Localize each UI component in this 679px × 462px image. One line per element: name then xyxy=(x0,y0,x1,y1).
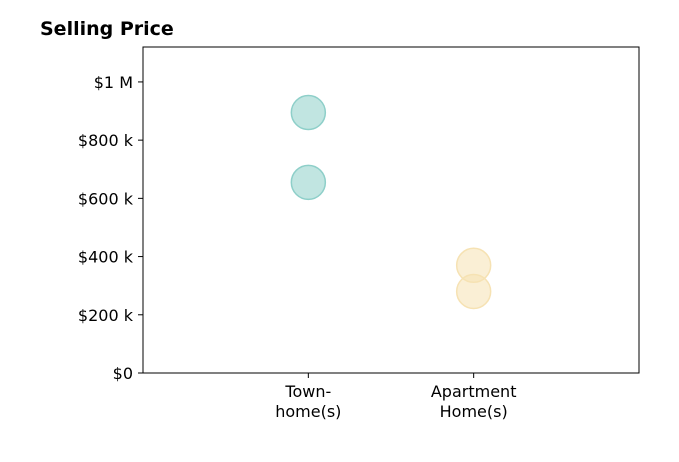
y-tick-label: $400 k xyxy=(78,248,134,267)
y-tick-label: $1 M xyxy=(94,73,133,92)
plot-border xyxy=(142,46,640,374)
x-axis: Town-home(s) Apartment Home(s) xyxy=(275,373,516,421)
x-tick-label-line: Town- xyxy=(284,382,331,401)
plot-frame xyxy=(142,46,640,374)
y-tick-label: $600 k xyxy=(78,189,134,208)
x-tick-label-line: Home(s) xyxy=(440,402,508,421)
data-point xyxy=(455,273,492,310)
x-tick-label: Town-home(s) xyxy=(275,382,341,421)
y-tick-label: $800 k xyxy=(78,131,134,150)
x-tick-label-line: home(s) xyxy=(275,402,341,421)
data-points xyxy=(290,94,492,310)
y-tick-label: $200 k xyxy=(78,306,134,325)
x-tick-label: Apartment Home(s) xyxy=(431,382,517,421)
y-axis: $0 $200 k $400 k $600 k $800 k $1 M xyxy=(78,73,143,383)
data-point xyxy=(290,94,327,131)
y-tick-label: $0 xyxy=(113,364,133,383)
data-point xyxy=(290,164,327,201)
chart-title: Selling Price xyxy=(40,18,174,40)
x-tick-label-line: Apartment xyxy=(431,382,517,401)
